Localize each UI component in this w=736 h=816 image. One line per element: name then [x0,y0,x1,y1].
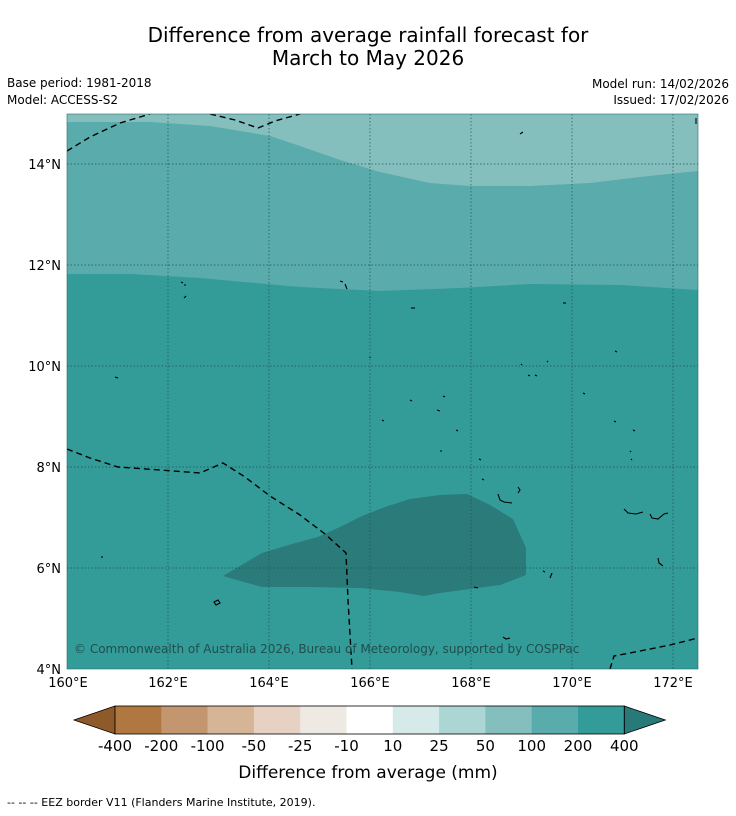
island [502,636,511,640]
lon-label: 168°E [451,676,491,691]
lat-label: 14°N [28,158,61,173]
lat-label: 12°N [28,259,61,274]
eez-footnote: -- -- -- EEZ border V11 (Flanders Marine… [7,796,316,809]
colorbar-segment [531,706,579,734]
island [519,131,524,135]
colorbar-legend [72,705,667,735]
base-period: Base period: 1981-2018 [7,76,152,90]
colorbar-tick-label: -100 [191,737,225,755]
latitude-labels: 14°N 12°N 10°N 8°N 6°N 4°N [28,158,61,678]
colorbar-tick-label: -10 [334,737,359,755]
lon-label: 160°E [48,676,88,691]
eez-border-line [67,114,151,152]
lon-label: 170°E [552,676,592,691]
issued-date: Issued: 17/02/2026 [613,93,729,107]
colorbar-segment [115,706,162,734]
graticule [67,114,698,669]
island [614,350,618,353]
island [440,450,485,481]
island [497,486,521,504]
lat-label: 10°N [28,360,61,375]
colorbar-segment [161,706,208,734]
colorbar-tick-label: 25 [430,737,449,755]
island [213,599,221,606]
island [657,557,664,567]
colorbar-segment [485,706,532,734]
colorbar-segment [300,706,347,734]
colorbar-tick-label: -400 [98,737,132,755]
colorbar-segment [392,706,440,734]
island [339,280,348,290]
colorbar-tick-label: 400 [610,737,639,755]
island [473,570,553,589]
model-name: Model: ACCESS-S2 [7,93,119,107]
map-title-line-2: March to May 2026 [271,46,465,70]
eez-borders [67,114,698,669]
colorbar-frame [114,705,625,735]
colorbar-tick-label: -200 [144,737,178,755]
colorbar-tick-label: 10 [383,737,402,755]
colorbar-title: Difference from average (mm) [238,763,497,783]
island [623,508,669,520]
colorbar-tick-label: -50 [242,737,267,755]
lon-label: 162°E [148,676,188,691]
copyright-notice: © Commonwealth of Australia 2026, Bureau… [74,642,579,656]
colorbar-segment [253,706,301,734]
map-frame [66,113,699,670]
colorbar-arrow-high [623,705,667,735]
island [381,419,459,432]
colorbar-segment [207,706,255,734]
lat-label: 4°N [37,663,62,678]
lat-label: 6°N [37,562,62,577]
colorbar-tick-labels: -400 -200 -100 -50 -25 -10 10 25 50 100 200 400 [98,737,639,755]
map-title-line-1: Difference from average rainfall forecas… [147,23,589,47]
island [114,376,119,379]
colorbar-tick-label: 100 [517,737,546,755]
colorbar-tick-label: 50 [476,737,495,755]
colorbar-tick-label: -25 [288,737,313,755]
eez-border-line [209,114,301,129]
lon-label: 164°E [249,676,289,691]
island [180,281,187,299]
model-run-date: Model run: 14/02/2026 [591,77,729,91]
island [582,392,586,395]
island [409,395,446,412]
islands [101,118,697,640]
island [613,420,636,461]
longitude-labels: 160°E 162°E 164°E 166°E 168°E 170°E 172°… [48,676,693,691]
lon-label: 172°E [653,676,693,691]
eez-border-line [67,448,353,669]
anomaly-region-50-100 [67,114,698,186]
island [520,360,549,377]
lon-label: 166°E [350,676,390,691]
colorbar-segment [439,706,486,734]
colorbar-segment [346,706,394,734]
eez-border-line [609,637,698,669]
map-area: © Commonwealth of Australia 2026, Bureau… [67,114,698,669]
anomaly-region-above-400 [223,494,526,596]
colorbar-tick-label: 200 [564,737,593,755]
colorbar-arrow-low [72,705,116,735]
lat-label: 8°N [37,461,62,476]
colorbar-segment [578,706,625,734]
